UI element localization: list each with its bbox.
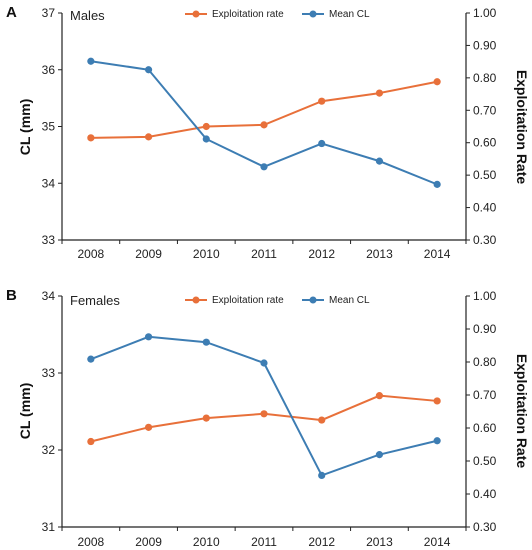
- panel-b-point-exploitation-rate: [87, 437, 95, 446]
- panel-b-point-exploitation-rate: [144, 423, 153, 431]
- panel-b-x-tick-label: 2009: [135, 535, 162, 549]
- panel-b-point-mean-cl: [375, 451, 384, 459]
- panel-b-subtitle: Females: [70, 293, 120, 308]
- panel-a-x-tick-label: 2012: [308, 247, 335, 261]
- panel-b-left-tick-label: 34: [42, 289, 56, 303]
- panel-a-x-tick-label: 2011: [251, 247, 277, 261]
- panel-a-point-mean-cl: [202, 135, 210, 143]
- panel-a-right-tick-label: 0.60: [473, 136, 497, 150]
- panel-a-x-tick-label: 2009: [135, 247, 162, 261]
- panel-a-right-tick-label: 0.90: [473, 38, 497, 52]
- panel-a-legend-label-0: Exploitation rate: [212, 9, 284, 20]
- panel-b-right-tick-label: 1.00: [473, 289, 497, 303]
- panel-b-point-exploitation-rate: [202, 414, 210, 422]
- panel-a-left-tick-label: 33: [42, 233, 56, 247]
- panel-a-point-exploitation-rate: [318, 97, 326, 105]
- panel-b-legend-marker-1: [309, 296, 317, 304]
- panel-b-left-tick-label: 31: [42, 520, 56, 534]
- panel-b-right-tick-label: 0.90: [473, 322, 497, 336]
- panel-a-point-exploitation-rate: [202, 122, 210, 131]
- panel-a-right-tick-label: 1.00: [473, 6, 497, 20]
- panel-a-point-mean-cl: [318, 139, 326, 148]
- panel-b-point-exploitation-rate: [375, 392, 384, 400]
- panel-b-point-mean-cl: [144, 333, 153, 341]
- panel-b-point-exploitation-rate: [433, 397, 441, 405]
- panel-a-right-tick-label: 0.40: [473, 201, 497, 215]
- panel-a-label: A: [6, 4, 17, 21]
- panel-a-point-mean-cl: [433, 180, 441, 188]
- panel-a-x-tick-label: 2014: [424, 247, 451, 261]
- panel-a-legend-marker-1: [309, 10, 317, 18]
- panel-b-legend-label-0: Exploitation rate: [212, 295, 284, 306]
- panel-a-point-mean-cl: [260, 163, 268, 171]
- panel-b-left-tick-label: 33: [42, 366, 56, 380]
- panel-b-point-mean-cl: [87, 355, 95, 363]
- panel-a-left-tick-label: 36: [42, 63, 56, 77]
- panel-a-legend-label-1: Mean CL: [329, 9, 370, 20]
- panel-a-x-tick-label: 2010: [193, 247, 220, 261]
- panel-b-x-tick-label: 2008: [78, 535, 105, 549]
- panel-b-right-tick-label: 0.80: [473, 355, 497, 369]
- panel-b-right-tick-label: 0.40: [473, 487, 497, 501]
- panel-a-x-tick-label: 2008: [78, 247, 105, 261]
- panel-a-right-tick-label: 0.80: [473, 71, 497, 85]
- panel-a-point-mean-cl: [375, 157, 384, 165]
- panel-b-series-line-mean-cl: [90, 335, 438, 477]
- panel-a-right-tick-label: 0.70: [473, 103, 497, 117]
- panel-a-ylabel-left: CL (mm): [17, 99, 33, 156]
- panel-b-right-tick-label: 0.60: [473, 421, 497, 435]
- panel-a-legend-marker-0: [192, 10, 200, 18]
- panel-b-point-mean-cl: [318, 471, 326, 480]
- panel-a-left-tick-label: 37: [42, 6, 56, 20]
- panel-a-point-exploitation-rate: [144, 133, 153, 141]
- panel-b-point-mean-cl: [433, 437, 441, 445]
- panel-a-right-tick-label: 0.50: [473, 168, 497, 182]
- panel-a-left-tick-label: 34: [42, 176, 56, 190]
- panel-b-legend-label-1: Mean CL: [329, 295, 370, 306]
- panel-a-left-tick-label: 35: [42, 120, 56, 134]
- panel-a-point-exploitation-rate: [260, 121, 268, 129]
- panel-a-point-exploitation-rate: [87, 134, 95, 142]
- panel-b-right-tick-label: 0.50: [473, 454, 497, 468]
- panel-b-left-tick-label: 32: [42, 443, 56, 457]
- panel-a-point-mean-cl: [144, 66, 153, 74]
- panel-a-right-tick-label: 0.30: [473, 233, 497, 247]
- panel-b-point-exploitation-rate: [260, 410, 268, 418]
- panel-b-point-exploitation-rate: [318, 416, 326, 424]
- panel-b-legend-marker-0: [192, 296, 200, 304]
- panel-b-x-tick-label: 2011: [251, 535, 277, 549]
- panel-a-point-exploitation-rate: [433, 78, 441, 86]
- panel-b-point-mean-cl: [260, 359, 268, 367]
- panel-b-x-tick-label: 2013: [366, 535, 393, 549]
- panel-b-ylabel-right: Exploitation Rate: [514, 354, 530, 469]
- panel-a-point-exploitation-rate: [375, 89, 384, 97]
- panel-a-point-mean-cl: [87, 57, 95, 65]
- panel-b-ylabel-left: CL (mm): [17, 383, 33, 440]
- panel-b-right-tick-label: 0.70: [473, 388, 497, 402]
- panel-a-subtitle: Males: [70, 8, 105, 23]
- panel-b-series-line-exploitation-rate: [90, 394, 438, 443]
- panel-b-label: B: [6, 287, 17, 304]
- panel-b-right-tick-label: 0.30: [473, 520, 497, 534]
- panel-b-point-mean-cl: [202, 338, 210, 346]
- panel-a-x-tick-label: 2013: [366, 247, 393, 261]
- panel-b-x-tick-label: 2010: [193, 535, 220, 549]
- panel-a-ylabel-right: Exploitation Rate: [514, 70, 530, 185]
- panel-a-series-line-exploitation-rate: [90, 80, 438, 139]
- panel-b-x-tick-label: 2014: [424, 535, 451, 549]
- panel-b-x-tick-label: 2012: [308, 535, 335, 549]
